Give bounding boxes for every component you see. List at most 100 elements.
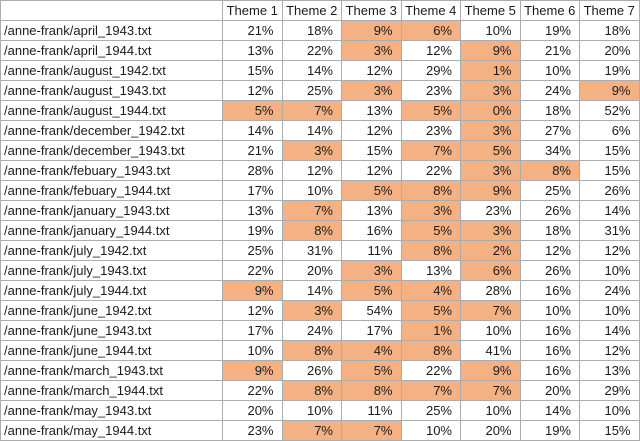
value-cell[interactable]: 9% <box>222 360 283 381</box>
value-cell[interactable]: 24% <box>281 320 342 341</box>
value-cell[interactable]: 21% <box>222 20 283 41</box>
value-cell[interactable]: 12% <box>281 160 342 181</box>
value-cell[interactable]: 6% <box>579 120 640 141</box>
value-cell[interactable]: 10% <box>281 400 342 421</box>
value-cell[interactable]: 23% <box>460 200 521 221</box>
value-cell[interactable]: 9% <box>460 360 521 381</box>
value-cell[interactable]: 25% <box>222 240 283 261</box>
file-cell[interactable]: /anne-frank/january_1944.txt <box>0 220 223 241</box>
value-cell[interactable]: 13% <box>341 200 402 221</box>
value-cell[interactable]: 5% <box>400 220 461 241</box>
value-cell[interactable]: 22% <box>222 260 283 281</box>
value-cell[interactable]: 1% <box>400 320 461 341</box>
value-cell[interactable]: 9% <box>579 80 640 101</box>
value-cell[interactable]: 3% <box>460 160 521 181</box>
value-cell[interactable]: 20% <box>281 260 342 281</box>
value-cell[interactable]: 8% <box>281 340 342 361</box>
value-cell[interactable]: 8% <box>281 220 342 241</box>
value-cell[interactable]: 12% <box>400 40 461 61</box>
value-cell[interactable]: 26% <box>579 180 640 201</box>
value-cell[interactable]: 34% <box>519 140 580 161</box>
value-cell[interactable]: 41% <box>460 340 521 361</box>
value-cell[interactable]: 3% <box>341 260 402 281</box>
value-cell[interactable]: 19% <box>519 420 580 441</box>
column-header-theme-4[interactable]: Theme 4 <box>400 0 461 21</box>
value-cell[interactable]: 13% <box>222 40 283 61</box>
value-cell[interactable]: 8% <box>400 340 461 361</box>
value-cell[interactable]: 2% <box>460 240 521 261</box>
value-cell[interactable]: 7% <box>400 140 461 161</box>
value-cell[interactable]: 5% <box>341 360 402 381</box>
value-cell[interactable]: 19% <box>579 60 640 81</box>
value-cell[interactable]: 13% <box>222 200 283 221</box>
value-cell[interactable]: 13% <box>579 360 640 381</box>
value-cell[interactable]: 16% <box>519 320 580 341</box>
value-cell[interactable]: 17% <box>222 180 283 201</box>
value-cell[interactable]: 3% <box>281 300 342 321</box>
value-cell[interactable]: 28% <box>222 160 283 181</box>
value-cell[interactable]: 12% <box>579 240 640 261</box>
value-cell[interactable]: 3% <box>341 80 402 101</box>
value-cell[interactable]: 10% <box>519 60 580 81</box>
file-cell[interactable]: /anne-frank/august_1944.txt <box>0 100 223 121</box>
value-cell[interactable]: 14% <box>519 400 580 421</box>
value-cell[interactable]: 18% <box>519 100 580 121</box>
value-cell[interactable]: 9% <box>222 280 283 301</box>
value-cell[interactable]: 3% <box>460 220 521 241</box>
value-cell[interactable]: 16% <box>519 280 580 301</box>
column-header-theme-1[interactable]: Theme 1 <box>222 0 283 21</box>
value-cell[interactable]: 1% <box>460 60 521 81</box>
value-cell[interactable]: 12% <box>519 240 580 261</box>
value-cell[interactable]: 20% <box>222 400 283 421</box>
value-cell[interactable]: 5% <box>400 100 461 121</box>
value-cell[interactable]: 25% <box>400 400 461 421</box>
value-cell[interactable]: 7% <box>400 380 461 401</box>
value-cell[interactable]: 3% <box>460 120 521 141</box>
file-cell[interactable]: /anne-frank/march_1943.txt <box>0 360 223 381</box>
value-cell[interactable]: 10% <box>281 180 342 201</box>
value-cell[interactable]: 4% <box>341 340 402 361</box>
value-cell[interactable]: 12% <box>341 120 402 141</box>
value-cell[interactable]: 10% <box>222 340 283 361</box>
column-header-theme-2[interactable]: Theme 2 <box>281 0 342 21</box>
value-cell[interactable]: 7% <box>460 300 521 321</box>
file-cell[interactable]: /anne-frank/febuary_1944.txt <box>0 180 223 201</box>
value-cell[interactable]: 10% <box>579 300 640 321</box>
value-cell[interactable]: 4% <box>400 280 461 301</box>
value-cell[interactable]: 26% <box>519 200 580 221</box>
value-cell[interactable]: 19% <box>222 220 283 241</box>
column-header-theme-7[interactable]: Theme 7 <box>579 0 640 21</box>
file-cell[interactable]: /anne-frank/april_1944.txt <box>0 40 223 61</box>
value-cell[interactable]: 23% <box>400 80 461 101</box>
value-cell[interactable]: 28% <box>460 280 521 301</box>
file-cell[interactable]: /anne-frank/june_1942.txt <box>0 300 223 321</box>
value-cell[interactable]: 15% <box>341 140 402 161</box>
value-cell[interactable]: 14% <box>579 200 640 221</box>
value-cell[interactable]: 29% <box>400 60 461 81</box>
column-header-theme-3[interactable]: Theme 3 <box>341 0 402 21</box>
value-cell[interactable]: 21% <box>222 140 283 161</box>
value-cell[interactable]: 14% <box>281 60 342 81</box>
value-cell[interactable]: 6% <box>400 20 461 41</box>
value-cell[interactable]: 13% <box>341 100 402 121</box>
value-cell[interactable]: 10% <box>579 400 640 421</box>
value-cell[interactable]: 11% <box>341 240 402 261</box>
value-cell[interactable]: 31% <box>579 220 640 241</box>
value-cell[interactable]: 7% <box>341 420 402 441</box>
value-cell[interactable]: 22% <box>400 360 461 381</box>
value-cell[interactable]: 54% <box>341 300 402 321</box>
value-cell[interactable]: 29% <box>579 380 640 401</box>
value-cell[interactable]: 13% <box>400 260 461 281</box>
value-cell[interactable]: 17% <box>222 320 283 341</box>
column-header-theme-6[interactable]: Theme 6 <box>519 0 580 21</box>
file-cell[interactable]: /anne-frank/june_1943.txt <box>0 320 223 341</box>
value-cell[interactable]: 10% <box>519 300 580 321</box>
value-cell[interactable]: 22% <box>400 160 461 181</box>
value-cell[interactable]: 25% <box>519 180 580 201</box>
file-cell[interactable]: /anne-frank/july_1943.txt <box>0 260 223 281</box>
value-cell[interactable]: 15% <box>222 60 283 81</box>
file-cell[interactable]: /anne-frank/may_1943.txt <box>0 400 223 421</box>
file-cell[interactable]: /anne-frank/december_1942.txt <box>0 120 223 141</box>
value-cell[interactable]: 14% <box>222 120 283 141</box>
value-cell[interactable]: 25% <box>281 80 342 101</box>
